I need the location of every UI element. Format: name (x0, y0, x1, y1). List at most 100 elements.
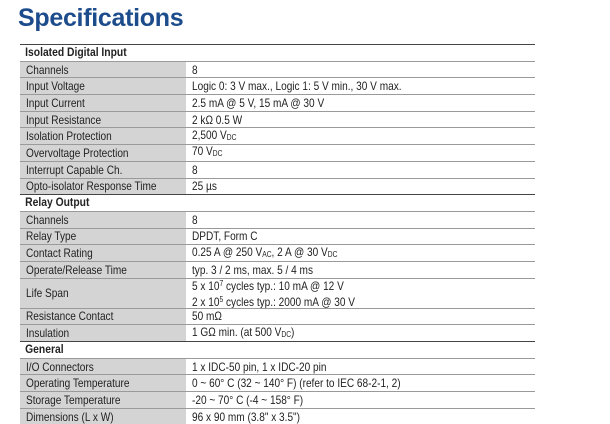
spec-row: Contact Rating 0.25 A @ 250 VAC, 2 A @ 30… (20, 244, 535, 261)
spec-label-cell: Resistance Contact (20, 308, 186, 325)
section-title: Isolated Digital Input (25, 45, 127, 59)
spec-label-cell: Channels (20, 211, 186, 228)
section-title: Relay Output (25, 195, 90, 210)
spec-value: 1 GΩ min. (at 500 VDC) (192, 325, 480, 342)
spec-value: 50 mΩ (192, 309, 480, 323)
spec-value-cell: 8 (186, 62, 535, 78)
value-text: 70 V (192, 144, 213, 159)
spec-value: Logic 0: 3 V max., Logic 1: 5 V min., 30… (192, 79, 480, 93)
value-text: -20 ~ 70° C (-4 ~ 158° F) (192, 392, 304, 407)
value-text: 50 mΩ (192, 309, 222, 324)
value-superscript: 7 (219, 279, 224, 289)
page-title: Specifications (18, 4, 184, 32)
value-text: ) (291, 324, 295, 339)
spec-row: Resistance Contact 50 mΩ (20, 307, 535, 325)
value-text: 5 x 10 (192, 279, 220, 294)
spec-label-cell: Interrupt Capable Ch. (20, 161, 186, 178)
section-title: General (25, 342, 64, 356)
spec-value-cell: 25 µs (186, 179, 535, 195)
spec-label-cell: Operate/Release Time (20, 261, 186, 278)
spec-label-cell: Input Voltage (20, 78, 186, 95)
spec-row: Channels 8 (20, 60, 535, 78)
spec-label: Insulation (26, 326, 70, 341)
spec-value: -20 ~ 70° C (-4 ~ 158° F) (192, 393, 480, 407)
spec-value: 0.25 A @ 250 VAC, 2 A @ 30 VDC (192, 245, 480, 262)
value-subscript: AC (262, 249, 272, 259)
spec-label: Relay Type (26, 229, 77, 244)
spec-row: Interrupt Capable Ch. 8 (20, 160, 535, 178)
value-text: 0 ~ 60° C (32 ~ 140° F) (refer to IEC 68… (192, 376, 401, 391)
value-text: 8 (192, 62, 198, 77)
value-subscript: DC (327, 249, 338, 259)
value-text: , 2 A @ 30 V (271, 244, 328, 259)
spec-row: Input Resistance 2 kΩ 0.5 W (20, 110, 535, 128)
value-text: typ. 3 / 2 ms, max. 5 / 4 ms (192, 262, 313, 277)
spec-label: Operate/Release Time (26, 262, 127, 277)
spec-label: I/O Connectors (26, 359, 94, 374)
spec-value-cell: Logic 0: 3 V max., Logic 1: 5 V min., 30… (186, 78, 535, 94)
spec-value: 2,500 VDC (192, 128, 480, 145)
spec-label-cell: Dimensions (L x W) (20, 408, 186, 424)
spec-value: 0 ~ 60° C (32 ~ 140° F) (refer to IEC 68… (192, 376, 480, 390)
spec-value-cell: 2 kΩ 0.5 W (186, 112, 535, 128)
spec-value: DPDT, Form C (192, 229, 480, 243)
section-header: Relay Output (20, 194, 535, 211)
spec-row: Channels 8 (20, 210, 535, 228)
spec-table: Isolated Digital Input Channels 8 Input Vol… (20, 44, 535, 424)
spec-value-cell: 0.25 A @ 250 VAC, 2 A @ 30 VDC (186, 245, 535, 261)
value-text: 25 µs (192, 179, 217, 194)
spec-label-cell: Input Resistance (20, 111, 186, 128)
spec-value: typ. 3 / 2 ms, max. 5 / 4 ms (192, 263, 480, 277)
spec-value-cell: DPDT, Form C (186, 229, 535, 245)
spec-label: Channels (26, 212, 69, 227)
spec-label-cell: Isolation Protection (20, 128, 186, 145)
spec-label-cell: Relay Type (20, 228, 186, 245)
spec-value-cell: -20 ~ 70° C (-4 ~ 158° F) (186, 392, 535, 408)
spec-label: Overvoltage Protection (26, 145, 129, 160)
spec-value: 5 x 107 cycles typ.: 10 mA @ 12 V (192, 277, 480, 293)
spec-value-cell: 70 VDC (186, 144, 535, 161)
spec-value-cell: 8 (186, 212, 535, 228)
spec-row: Insulation 1 GΩ min. (at 500 VDC) (20, 324, 535, 341)
spec-value: 8 (192, 63, 480, 77)
spec-value: 2 x 105 cycles typ.: 2000 mA @ 30 V (192, 293, 480, 309)
spec-row: Operate/Release Time typ. 3 / 2 ms, max. … (20, 260, 535, 278)
value-text: 1 GΩ min. (at 500 V (192, 324, 282, 339)
spec-label-cell: Contact Rating (20, 245, 186, 261)
spec-row: Relay Type DPDT, Form C (20, 227, 535, 245)
value-text: Logic 0: 3 V max., Logic 1: 5 V min., 30… (192, 79, 402, 94)
value-text: 2 kΩ 0.5 W (192, 112, 243, 127)
spec-value: 1 x IDC-50 pin, 1 x IDC-20 pin (192, 360, 480, 374)
spec-value-cell: 1 GΩ min. (at 500 VDC) (186, 325, 535, 341)
spec-row: Life Span 5 x 107 cycles typ.: 10 mA @ 12… (20, 277, 535, 309)
spec-label: Interrupt Capable Ch. (26, 162, 123, 177)
value-text: 96 x 90 mm (3.8" x 3.5") (192, 409, 301, 424)
spec-label-cell: Insulation (20, 325, 186, 341)
spec-value: 2 kΩ 0.5 W (192, 113, 480, 127)
spec-row: Input Voltage Logic 0: 3 V max., Logic 1:… (20, 77, 535, 95)
value-subscript: DC (226, 132, 237, 142)
value-text: DPDT, Form C (192, 229, 258, 244)
spec-label: Input Voltage (26, 79, 85, 94)
spec-label: Dimensions (L x W) (26, 409, 114, 424)
spec-value: 96 x 90 mm (3.8" x 3.5") (192, 410, 480, 424)
value-text: 2 x 10 (192, 295, 220, 310)
spec-value-cell: 2.5 mA @ 5 V, 15 mA @ 30 V (186, 95, 535, 111)
spec-value: 8 (192, 163, 480, 177)
value-text: 1 x IDC-50 pin, 1 x IDC-20 pin (192, 359, 327, 374)
spec-label: Resistance Contact (26, 309, 114, 324)
section-header: Isolated Digital Input (20, 44, 535, 61)
spec-label: Input Current (26, 95, 85, 110)
value-text: 0.25 A @ 250 V (192, 244, 263, 259)
spec-row: Input Current 2.5 mA @ 5 V, 15 mA @ 30 V (20, 94, 535, 111)
spec-label: Input Resistance (26, 112, 102, 127)
spec-value-cell: 0 ~ 60° C (32 ~ 140° F) (refer to IEC 68… (186, 375, 535, 391)
spec-value-cell: 8 (186, 162, 535, 178)
spec-value-cell: typ. 3 / 2 ms, max. 5 / 4 ms (186, 262, 535, 278)
value-text: 2.5 mA @ 5 V, 15 mA @ 30 V (192, 95, 325, 110)
spec-label-cell: Channels (20, 61, 186, 78)
spec-label-cell: Life Span (20, 278, 186, 308)
spec-row: Opto-isolator Response Time 25 µs (20, 177, 535, 195)
spec-row: Isolation Protection 2,500 VDC (20, 127, 535, 145)
